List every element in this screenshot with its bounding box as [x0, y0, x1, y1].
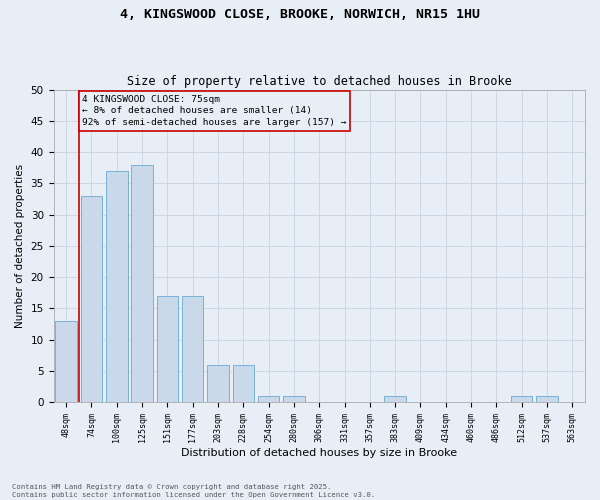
Bar	[233, 364, 254, 402]
Bar	[157, 296, 178, 402]
Bar	[536, 396, 558, 402]
X-axis label: Distribution of detached houses by size in Brooke: Distribution of detached houses by size …	[181, 448, 457, 458]
Y-axis label: Number of detached properties: Number of detached properties	[15, 164, 25, 328]
Bar	[106, 171, 128, 402]
Bar	[131, 164, 153, 402]
Bar	[182, 296, 203, 402]
Bar	[511, 396, 532, 402]
Text: 4, KINGSWOOD CLOSE, BROOKE, NORWICH, NR15 1HU: 4, KINGSWOOD CLOSE, BROOKE, NORWICH, NR1…	[120, 8, 480, 20]
Bar	[81, 196, 102, 402]
Bar	[55, 321, 77, 402]
Bar	[258, 396, 280, 402]
Bar	[207, 364, 229, 402]
Bar	[283, 396, 305, 402]
Title: Size of property relative to detached houses in Brooke: Size of property relative to detached ho…	[127, 76, 512, 88]
Text: Contains HM Land Registry data © Crown copyright and database right 2025.
Contai: Contains HM Land Registry data © Crown c…	[12, 484, 375, 498]
Text: 4 KINGSWOOD CLOSE: 75sqm
← 8% of detached houses are smaller (14)
92% of semi-de: 4 KINGSWOOD CLOSE: 75sqm ← 8% of detache…	[82, 94, 346, 128]
Bar	[385, 396, 406, 402]
